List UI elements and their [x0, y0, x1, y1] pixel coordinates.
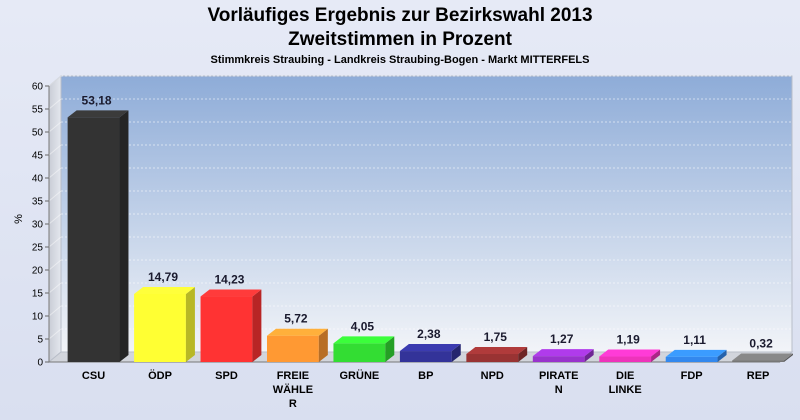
x-category-label: CSU: [82, 370, 105, 382]
y-tick-label: 25: [32, 243, 44, 254]
y-tick-label: 50: [32, 128, 44, 139]
bar: [333, 343, 386, 362]
bar-value-label: 1,75: [484, 330, 508, 344]
gridline-side: [48, 75, 62, 87]
bar-side: [518, 346, 528, 362]
bar: [399, 351, 452, 362]
bar: [732, 360, 785, 362]
bar-value-label: 0,32: [749, 337, 773, 351]
x-category-label: REP: [747, 370, 770, 382]
gridline-side: [48, 328, 62, 340]
y-tick-label: 10: [32, 312, 44, 323]
y-tick-label: 20: [32, 266, 44, 277]
x-category-label: DIE: [616, 370, 634, 382]
bar-value-label: 4,05: [351, 319, 375, 333]
gridline-side: [48, 213, 62, 225]
bar-top: [200, 289, 262, 297]
bar-side: [252, 289, 262, 362]
x-category-label: WÄHLE: [273, 383, 313, 396]
x-category-label: SPD: [215, 370, 238, 382]
y-tick-label: 30: [32, 220, 44, 231]
bar-side: [185, 286, 195, 362]
bar-top: [599, 349, 661, 357]
gridline-side: [48, 259, 62, 271]
y-tick-label: 55: [32, 105, 44, 116]
x-category-label: ÖDP: [148, 369, 172, 382]
bar-top: [134, 286, 195, 294]
chart-title-line-2: Zweitstimmen in Prozent: [288, 29, 512, 50]
y-axis-label: %: [13, 214, 25, 224]
bar-value-label: 1,27: [550, 332, 574, 346]
x-category-label: BP: [418, 370, 433, 382]
bar: [266, 335, 319, 362]
bar: [134, 293, 186, 362]
x-category-label: NPD: [481, 370, 504, 382]
bar-top: [399, 344, 461, 352]
bar-top: [67, 110, 129, 118]
x-category-label: FREIE: [277, 370, 309, 382]
bar-side: [651, 349, 661, 362]
y-tick-label: 15: [32, 289, 44, 300]
bar-value-label: 14,23: [214, 273, 244, 287]
bar-top: [266, 328, 328, 336]
gridline-side: [48, 167, 62, 179]
gridline-side: [48, 190, 62, 202]
x-category-label: GRÜNE: [340, 369, 380, 382]
gridline-side: [48, 236, 62, 248]
y-tick-label: 35: [32, 197, 44, 208]
gridline-side: [48, 305, 62, 317]
bar: [67, 117, 120, 362]
bar-top: [532, 349, 594, 357]
bar-value-label: 5,72: [284, 312, 308, 326]
y-tick-label: 0: [37, 358, 43, 369]
gridline-side: [48, 121, 62, 133]
chart-title-block: Vorläufiges Ergebnis zur Bezirkswahl 201…: [0, 4, 800, 66]
chart-subtitle: Stimmkreis Straubing - Landkreis Straubi…: [210, 54, 590, 66]
y-tick-label: 40: [32, 174, 44, 185]
bar-side: [385, 336, 395, 362]
x-category-label: N: [555, 384, 563, 396]
bar-value-label: 14,79: [148, 270, 178, 284]
gridline-side: [48, 98, 62, 110]
gridline-side: [48, 144, 62, 156]
bar-top: [466, 346, 528, 354]
x-category-label: R: [289, 398, 297, 410]
bar-side: [784, 353, 794, 362]
x-category-label: PIRATE: [539, 370, 579, 382]
chart-title-line-1: Vorläufiges Ergebnis zur Bezirkswahl 201…: [207, 5, 593, 26]
x-category-label: LINKE: [609, 384, 642, 396]
bar-side: [119, 110, 129, 362]
bar-top: [333, 336, 395, 344]
bar-value-label: 2,38: [417, 327, 441, 341]
bar-side: [584, 349, 594, 362]
bar: [532, 356, 585, 362]
bar-top: [665, 349, 727, 357]
y-tick-label: 5: [37, 335, 43, 346]
bar-value-label: 1,11: [683, 333, 706, 347]
bar: [599, 356, 652, 362]
y-tick-label: 60: [32, 82, 44, 93]
bar-side: [451, 344, 461, 362]
bar-value-label: 53,18: [82, 93, 112, 107]
y-tick-label: 45: [32, 151, 44, 162]
bar-side: [717, 349, 727, 362]
gridline-side: [48, 282, 62, 294]
bar-side: [318, 328, 328, 362]
x-category-label: FDP: [681, 370, 703, 382]
bar-value-label: 1,19: [617, 333, 641, 347]
bar-top: [732, 353, 794, 361]
bar: [200, 296, 253, 362]
bar: [665, 356, 718, 362]
bar: [466, 353, 519, 362]
